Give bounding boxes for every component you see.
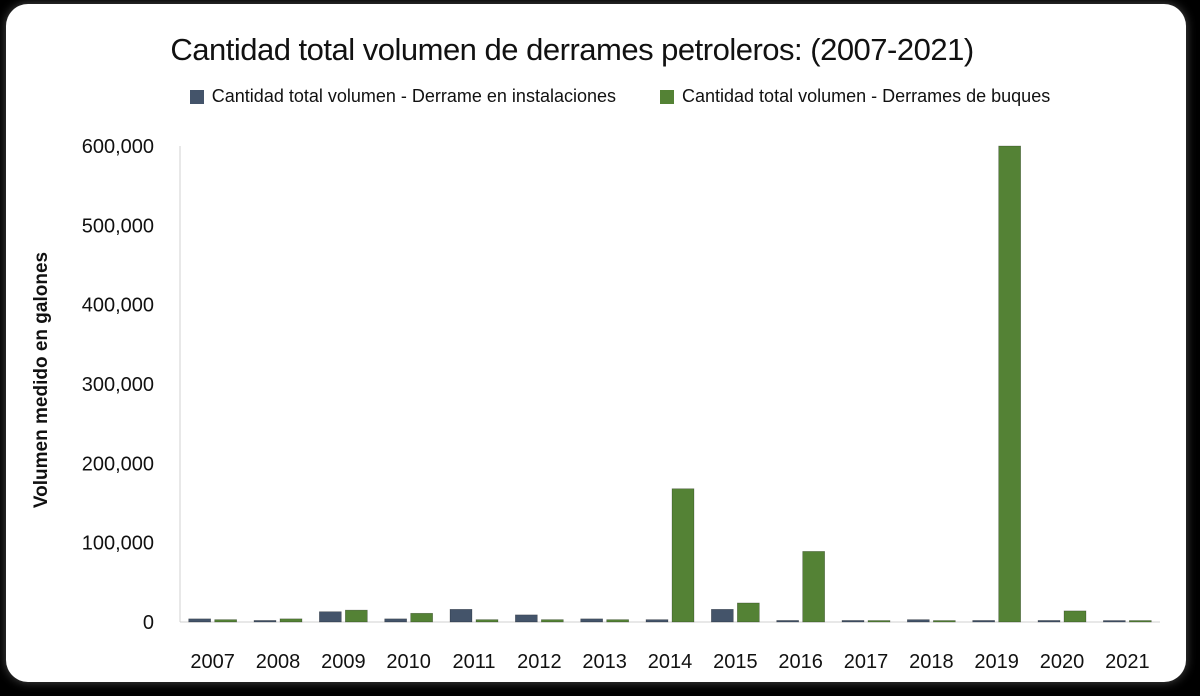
bar-instalaciones bbox=[384, 618, 407, 623]
x-tick-label: 2012 bbox=[517, 651, 562, 673]
legend-label-buques: Cantidad total volumen - Derrames de buq… bbox=[682, 86, 1051, 106]
bar-instalaciones bbox=[515, 614, 538, 623]
x-tick-label: 2009 bbox=[321, 651, 366, 673]
x-tick-label: 2018 bbox=[909, 651, 954, 673]
y-tick-label: 200,000 bbox=[82, 453, 154, 475]
bar-buques bbox=[541, 619, 564, 623]
bar-instalaciones bbox=[972, 620, 995, 623]
bar-instalaciones bbox=[907, 619, 930, 623]
bar-instalaciones bbox=[841, 620, 865, 623]
x-tick-label: 2007 bbox=[190, 651, 235, 673]
bar-buques bbox=[345, 609, 368, 623]
bar-buques bbox=[214, 619, 237, 623]
bar-buques bbox=[998, 145, 1021, 623]
chart-title: Cantidad total volumen de derrames petro… bbox=[170, 32, 974, 67]
bar-instalaciones bbox=[253, 620, 277, 623]
bar-instalaciones bbox=[1103, 620, 1126, 623]
bar-buques bbox=[1063, 610, 1087, 623]
bar-instalaciones bbox=[188, 618, 211, 623]
x-tick-label: 2008 bbox=[256, 651, 301, 673]
x-tick-label: 2010 bbox=[386, 651, 431, 673]
x-tick-label: 2014 bbox=[648, 651, 693, 673]
bar-buques bbox=[279, 618, 303, 623]
x-tick-label: 2017 bbox=[844, 651, 889, 673]
x-tick-label: 2019 bbox=[974, 651, 1019, 673]
legend-swatch-buques bbox=[660, 89, 674, 104]
bar-buques bbox=[410, 612, 433, 623]
bar-instalaciones bbox=[645, 619, 669, 623]
bar-buques bbox=[737, 602, 760, 623]
legend-swatch-instalaciones bbox=[189, 89, 204, 104]
x-tick-label: 2015 bbox=[713, 651, 758, 673]
y-tick-label: 300,000 bbox=[82, 374, 154, 396]
bar-buques bbox=[606, 619, 629, 623]
legend-label-instalaciones: Cantidad total volumen - Derrame en inst… bbox=[211, 86, 616, 106]
bar-instalaciones bbox=[711, 609, 734, 623]
bar-buques bbox=[1129, 620, 1152, 623]
bar-instalaciones bbox=[449, 609, 473, 623]
y-tick-label: 600,000 bbox=[82, 136, 154, 158]
bar-buques bbox=[671, 488, 695, 623]
bar-instalaciones bbox=[319, 611, 342, 623]
bar-buques bbox=[933, 620, 956, 623]
legend-item-buques: Cantidad total volumen - Derrames de buq… bbox=[660, 86, 1050, 107]
x-tick-label: 2013 bbox=[582, 651, 627, 673]
legend-item-instalaciones: Cantidad total volumen - Derrame en inst… bbox=[189, 86, 616, 107]
bar-instalaciones bbox=[580, 618, 603, 623]
chart-card bbox=[6, 4, 1186, 682]
y-tick-label: 100,000 bbox=[82, 533, 154, 555]
x-tick-label: 2020 bbox=[1040, 651, 1085, 673]
x-tick-label: 2016 bbox=[778, 651, 823, 673]
y-tick-label: 400,000 bbox=[82, 295, 154, 317]
bar-buques bbox=[867, 620, 891, 623]
bar-instalaciones bbox=[776, 620, 799, 623]
x-tick-label: 2011 bbox=[452, 651, 495, 673]
bar-instalaciones bbox=[1037, 620, 1061, 623]
bar-buques bbox=[475, 619, 499, 623]
bar-buques bbox=[802, 551, 825, 623]
y-tick-label: 500,000 bbox=[82, 215, 154, 237]
x-tick-label: 2021 bbox=[1105, 651, 1150, 673]
y-tick-label: 0 bbox=[143, 612, 154, 634]
chart-legend: Cantidad total volumen - Derrame en inst… bbox=[0, 86, 1200, 107]
